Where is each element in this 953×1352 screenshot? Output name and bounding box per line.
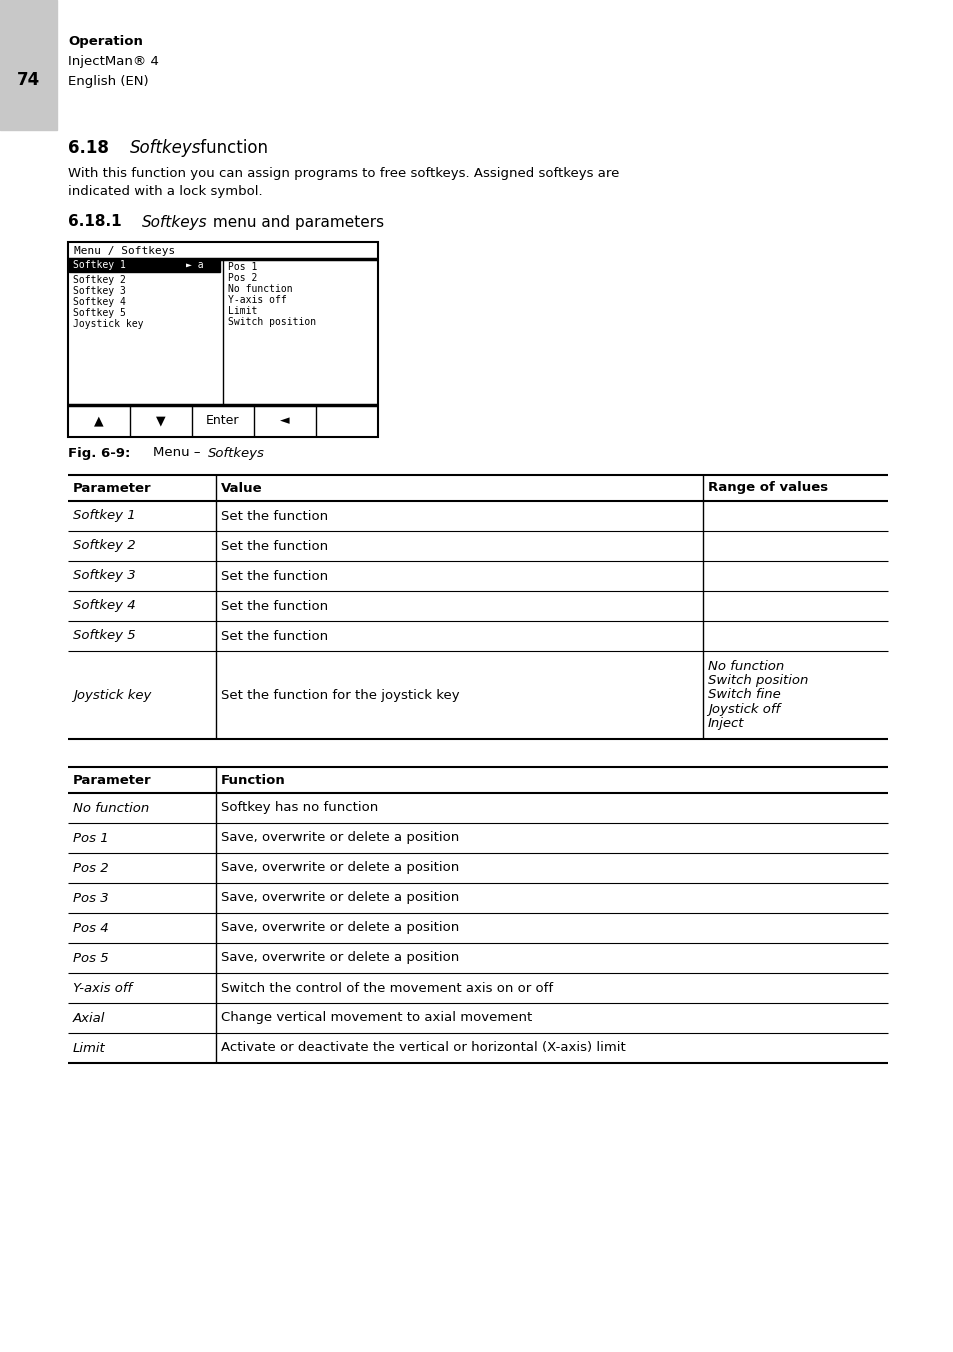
Text: function: function	[194, 139, 268, 157]
Text: Joystick off: Joystick off	[707, 703, 780, 717]
Text: Activate or deactivate the vertical or horizontal (X-axis) limit: Activate or deactivate the vertical or h…	[221, 1041, 625, 1055]
Text: Softkey 3: Softkey 3	[73, 569, 135, 583]
Text: Function: Function	[221, 773, 286, 787]
Text: Softkey 2: Softkey 2	[73, 274, 126, 285]
Text: Pos 3: Pos 3	[73, 891, 109, 904]
Text: Softkey 2: Softkey 2	[73, 539, 135, 553]
Text: Range of values: Range of values	[707, 481, 827, 495]
Text: Set the function: Set the function	[221, 569, 328, 583]
Text: 74: 74	[17, 72, 41, 89]
Text: ► a: ► a	[186, 261, 203, 270]
Text: No function: No function	[707, 660, 783, 672]
Text: indicated with a lock symbol.: indicated with a lock symbol.	[68, 185, 262, 199]
Text: Pos 1: Pos 1	[73, 831, 109, 845]
Text: Fig. 6-9:: Fig. 6-9:	[68, 446, 131, 460]
Text: Save, overwrite or delete a position: Save, overwrite or delete a position	[221, 831, 458, 845]
Text: With this function you can assign programs to free softkeys. Assigned softkeys a: With this function you can assign progra…	[68, 166, 618, 180]
Text: Set the function: Set the function	[221, 539, 328, 553]
Text: No function: No function	[228, 284, 293, 293]
Text: 6.18: 6.18	[68, 139, 109, 157]
Text: 6.18.1: 6.18.1	[68, 215, 121, 230]
Text: Switch position: Switch position	[707, 675, 807, 687]
Text: Limit: Limit	[73, 1041, 106, 1055]
Text: Y-axis off: Y-axis off	[228, 295, 287, 306]
Text: Softkey 5: Softkey 5	[73, 630, 135, 642]
Text: Set the function: Set the function	[221, 510, 328, 522]
Text: Menu –: Menu –	[136, 446, 205, 460]
Text: Set the function for the joystick key: Set the function for the joystick key	[221, 688, 459, 702]
Text: menu and parameters: menu and parameters	[208, 215, 384, 230]
Text: Set the function: Set the function	[221, 630, 328, 642]
Text: Pos 1: Pos 1	[228, 262, 257, 272]
Text: Softkey 4: Softkey 4	[73, 297, 126, 307]
Text: Set the function: Set the function	[221, 599, 328, 612]
Text: Softkey has no function: Softkey has no function	[221, 802, 377, 814]
Text: InjectMan® 4: InjectMan® 4	[68, 55, 159, 69]
Text: English (EN): English (EN)	[68, 76, 149, 88]
Text: Save, overwrite or delete a position: Save, overwrite or delete a position	[221, 861, 458, 875]
Text: Value: Value	[221, 481, 262, 495]
Text: Axial: Axial	[73, 1011, 105, 1025]
Text: Enter: Enter	[206, 415, 239, 427]
Text: Pos 4: Pos 4	[73, 922, 109, 934]
Text: Pos 2: Pos 2	[73, 861, 109, 875]
Text: Operation: Operation	[68, 35, 143, 49]
Text: Softkey 4: Softkey 4	[73, 599, 135, 612]
Text: Softkeys: Softkeys	[208, 446, 265, 460]
Text: Menu / Softkeys: Menu / Softkeys	[74, 246, 175, 257]
Text: ▼: ▼	[156, 415, 166, 427]
Text: ◄: ◄	[280, 415, 290, 427]
Text: Joystick key: Joystick key	[73, 319, 143, 329]
Text: Pos 5: Pos 5	[73, 952, 109, 964]
Text: Limit: Limit	[228, 306, 257, 316]
Text: Softkey 5: Softkey 5	[73, 308, 126, 318]
Text: Change vertical movement to axial movement: Change vertical movement to axial moveme…	[221, 1011, 532, 1025]
Text: Softkey 3: Softkey 3	[73, 287, 126, 296]
Text: Pos 2: Pos 2	[228, 273, 257, 283]
Text: ▲: ▲	[94, 415, 104, 427]
Text: Save, overwrite or delete a position: Save, overwrite or delete a position	[221, 891, 458, 904]
Bar	[68, 242, 377, 437]
Text: Parameter: Parameter	[73, 481, 152, 495]
Text: Softkeys: Softkeys	[142, 215, 208, 230]
Text: Softkey 1: Softkey 1	[73, 510, 135, 522]
Text: Parameter: Parameter	[73, 773, 152, 787]
Text: No function: No function	[73, 802, 149, 814]
Text: Save, overwrite or delete a position: Save, overwrite or delete a position	[221, 952, 458, 964]
Text: Save, overwrite or delete a position: Save, overwrite or delete a position	[221, 922, 458, 934]
Text: Inject: Inject	[707, 718, 743, 730]
Bar	[0, 0, 57, 130]
Text: Y-axis off: Y-axis off	[73, 982, 132, 995]
Text: Switch fine: Switch fine	[707, 688, 780, 702]
Text: Softkeys: Softkeys	[130, 139, 201, 157]
Bar	[69, 260, 220, 272]
Text: Softkey 1: Softkey 1	[73, 261, 126, 270]
Text: Switch position: Switch position	[228, 316, 315, 327]
Text: Switch the control of the movement axis on or off: Switch the control of the movement axis …	[221, 982, 553, 995]
Text: Joystick key: Joystick key	[73, 688, 152, 702]
